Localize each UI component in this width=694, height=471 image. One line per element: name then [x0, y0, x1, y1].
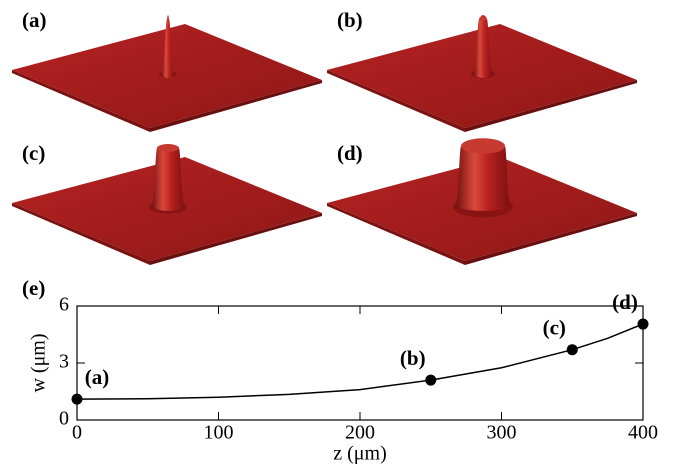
x-tick-label: 100 [204, 422, 234, 444]
x-tick-label: 300 [487, 422, 517, 444]
peak [473, 15, 493, 78]
peak-top [167, 18, 169, 20]
plane-edge [12, 203, 150, 265]
panel-label: (e) [22, 276, 45, 300]
x-tick-label: 400 [628, 422, 658, 444]
plane-edge [465, 80, 637, 132]
panel-label: (c) [22, 141, 45, 165]
panel-label: (d) [337, 141, 363, 165]
x-tick-label: 0 [72, 422, 82, 444]
marker [637, 318, 649, 330]
x-axis-label: z (μm) [333, 443, 386, 465]
y-tick-label: 6 [59, 294, 69, 316]
plane-edge [150, 213, 322, 265]
plane-edge [327, 70, 465, 132]
surface-panel [327, 138, 637, 265]
marker [425, 374, 437, 386]
y-tick-label: 0 [59, 408, 69, 430]
peak-top [157, 144, 179, 152]
plane-edge [327, 203, 465, 265]
y-tick-label: 3 [59, 351, 69, 373]
peak [161, 15, 175, 78]
plane-edge [465, 213, 637, 265]
y-axis-label: w (μm) [28, 333, 50, 392]
marker [71, 393, 83, 405]
x-tick-label: 200 [345, 422, 375, 444]
peak-top [479, 17, 487, 21]
peak-top [461, 138, 505, 154]
surface-panel [12, 144, 322, 265]
peak [455, 142, 511, 211]
marker-label: (d) [612, 290, 638, 314]
panel-label: (a) [22, 8, 47, 32]
curve [76, 323, 644, 400]
surface-panels: (a) (b) (c) (d) [12, 8, 637, 265]
surface-panel [12, 15, 322, 132]
marker [566, 344, 578, 356]
surface-panel [327, 15, 637, 132]
marker-label: (a) [85, 365, 110, 389]
peak [151, 144, 185, 211]
plane-edge [150, 80, 322, 132]
marker-label: (c) [543, 316, 566, 340]
plane-edge [12, 70, 150, 132]
line-chart: 0 100 200 300 400 0 3 6 z (μm) w (μm) (a) (b) (c) (d) [28, 290, 658, 465]
marker-label: (b) [400, 346, 426, 370]
panel-label: (b) [337, 8, 363, 32]
